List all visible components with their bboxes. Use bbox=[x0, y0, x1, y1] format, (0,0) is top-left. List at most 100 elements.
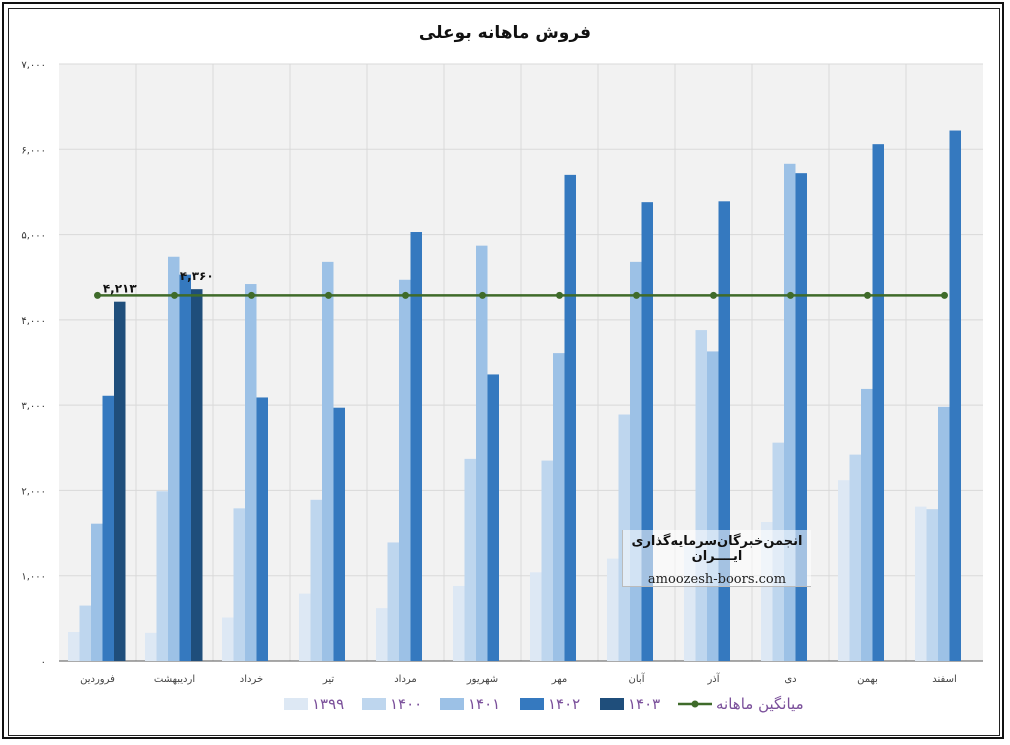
bar bbox=[926, 509, 938, 661]
data-labels: ۴,۲۱۳ ۴,۳۶۰ bbox=[103, 269, 214, 296]
bar bbox=[872, 144, 884, 661]
category-label: فروردین bbox=[80, 674, 115, 685]
average-marker bbox=[171, 291, 178, 299]
legend-label: ۱۴۰۱ bbox=[468, 695, 500, 713]
bar bbox=[530, 572, 542, 661]
bar bbox=[849, 454, 861, 661]
bar bbox=[191, 289, 203, 661]
bar bbox=[453, 585, 465, 661]
category-label: خرداد bbox=[240, 674, 263, 685]
bar bbox=[464, 458, 476, 661]
bar bbox=[68, 632, 80, 661]
bar bbox=[795, 173, 807, 661]
legend-label: میانگین ماهانه bbox=[716, 695, 804, 713]
bar bbox=[399, 279, 411, 661]
category-label: دی bbox=[784, 674, 796, 685]
y-tick-label: ۲,۰۰۰ bbox=[21, 486, 46, 497]
y-tick-label: ۴,۰۰۰ bbox=[21, 316, 46, 327]
y-tick-label: ۳,۰۰۰ bbox=[21, 401, 46, 412]
bar bbox=[145, 632, 157, 661]
watermark-url: amoozesh-boors.com bbox=[647, 572, 787, 587]
legend-label: ۱۴۰۳ bbox=[628, 695, 660, 713]
average-marker bbox=[864, 291, 871, 299]
grid-lines bbox=[59, 63, 983, 662]
legend-marker bbox=[691, 700, 699, 708]
y-tick-label: ۱,۰۰۰ bbox=[21, 572, 46, 583]
y-tick-label: ۷,۰۰۰ bbox=[21, 60, 46, 71]
category-label: اسفند bbox=[932, 674, 956, 685]
bar bbox=[410, 232, 422, 661]
average-marker bbox=[94, 291, 101, 299]
average-marker bbox=[787, 291, 794, 299]
bar bbox=[695, 330, 707, 661]
legend-label: ۱۴۰۰ bbox=[390, 695, 422, 713]
legend-swatch bbox=[362, 698, 386, 710]
bar bbox=[949, 130, 961, 662]
legend-swatch bbox=[284, 698, 308, 710]
bar bbox=[233, 508, 245, 661]
bar bbox=[322, 261, 334, 661]
bar bbox=[179, 274, 191, 661]
bar bbox=[707, 351, 719, 661]
legend-swatch bbox=[520, 698, 544, 710]
category-label: مهر bbox=[551, 674, 567, 685]
average-marker bbox=[710, 291, 717, 299]
category-label: شهریور bbox=[466, 674, 498, 685]
data-label: ۴,۳۶۰ bbox=[180, 269, 214, 283]
average-marker bbox=[941, 291, 948, 299]
legend-label: ۱۴۰۲ bbox=[548, 695, 580, 713]
category-label: تیر bbox=[322, 674, 335, 685]
bar bbox=[607, 558, 619, 661]
average-marker bbox=[402, 291, 409, 299]
category-label: مرداد bbox=[394, 674, 417, 685]
bar bbox=[156, 491, 168, 661]
bar bbox=[102, 395, 114, 661]
bar bbox=[387, 542, 399, 661]
bar bbox=[299, 593, 311, 661]
bar bbox=[861, 388, 873, 661]
bar bbox=[784, 163, 796, 661]
bar bbox=[718, 201, 730, 661]
average-marker bbox=[325, 291, 332, 299]
data-label: ۴,۲۱۳ bbox=[103, 282, 138, 296]
category-label: آبان bbox=[629, 672, 646, 685]
category-label: بهمن bbox=[857, 674, 878, 685]
bar bbox=[564, 174, 576, 661]
bar bbox=[641, 202, 653, 662]
bar bbox=[91, 523, 103, 661]
bar bbox=[256, 397, 268, 661]
average-line bbox=[94, 291, 948, 299]
bar bbox=[630, 261, 642, 661]
average-marker bbox=[633, 291, 640, 299]
y-tick-label: ۵,۰۰۰ bbox=[21, 231, 46, 242]
bar bbox=[487, 374, 499, 661]
bar bbox=[553, 353, 565, 661]
legend: ۱۳۹۹ ۱۴۰۰ ۱۴۰۱ ۱۴۰۲ ۱۴۰۳ میانگین ماهانه bbox=[284, 695, 804, 713]
bar bbox=[376, 608, 388, 661]
x-axis-categories: فروردین اردیبهشت خرداد تیر مرداد شهریور مهر آبا… bbox=[80, 672, 957, 685]
average-marker bbox=[479, 291, 486, 299]
bar bbox=[79, 605, 91, 661]
average-marker bbox=[248, 291, 255, 299]
bar bbox=[245, 284, 257, 661]
legend-label: ۱۳۹۹ bbox=[312, 695, 344, 713]
bar bbox=[684, 545, 696, 661]
legend-swatch bbox=[600, 698, 624, 710]
bar bbox=[310, 499, 322, 661]
bar bbox=[476, 245, 488, 661]
bars bbox=[68, 130, 961, 662]
bar bbox=[915, 506, 927, 661]
y-tick-label: ۶,۰۰۰ bbox=[21, 145, 46, 156]
average-marker bbox=[556, 291, 563, 299]
bar bbox=[222, 617, 234, 661]
y-tick-label: ۰ bbox=[41, 657, 46, 668]
legend-swatch bbox=[440, 698, 464, 710]
category-label: اردیبهشت bbox=[154, 674, 195, 685]
bar bbox=[114, 301, 126, 661]
bar bbox=[938, 406, 950, 661]
bar bbox=[761, 521, 773, 661]
bar bbox=[541, 460, 553, 661]
bar bbox=[333, 407, 345, 661]
